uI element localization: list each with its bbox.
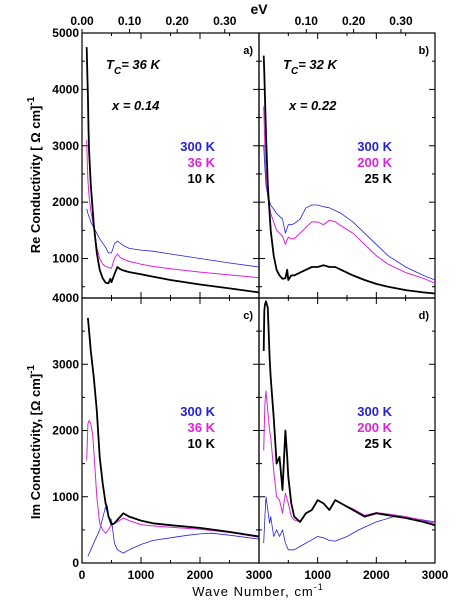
- top-tick-label: 0.10: [295, 14, 319, 28]
- top-axis-ticks: 0.00 0.10 0.20 0.30 0.10 0.20 0.30: [70, 14, 413, 33]
- y-tick-label: 3000: [52, 139, 79, 153]
- top-tick-label: 0.30: [389, 14, 413, 28]
- x-tick-label: 0: [79, 568, 86, 582]
- x-tick-label: 3000: [422, 568, 449, 582]
- top-row-ylabel: Re Conductivity [ Ω cm]-1: [26, 96, 43, 253]
- series-group: [262, 55, 435, 295]
- panel-frame: [81, 32, 260, 299]
- y-tick-label: 2000: [52, 424, 79, 438]
- series-group: [86, 317, 259, 557]
- series-line-300k: [263, 145, 435, 281]
- series-line-25k: [262, 55, 435, 295]
- legend-entry: 300 K: [180, 404, 215, 419]
- y-tick-label: 5000: [52, 26, 79, 40]
- top-tick-label: 0.20: [165, 14, 189, 28]
- series-line-10k: [87, 317, 259, 538]
- legend-entry: 36 K: [188, 420, 216, 435]
- panel-label: c): [243, 310, 253, 322]
- top-tick-label: 0.20: [342, 14, 366, 28]
- series-group: [262, 300, 435, 551]
- panel-a: 1000 2000 3000 4000 5000 a) 300 K36 K10 K TC= 3…: [52, 26, 260, 299]
- panel-c: 0 1000 2000 3000 4000 0 1000 2000 3000 c) 300 K36 …: [52, 291, 272, 582]
- tc-annotation: TC= 36 K: [106, 57, 161, 77]
- panel-label: a): [243, 45, 253, 57]
- panel-label: d): [419, 310, 430, 322]
- doping-annotation: x = 0.14: [111, 98, 160, 113]
- series-line-300k: [263, 496, 435, 551]
- x-tick-label: 2000: [363, 568, 390, 582]
- panel-frame: [258, 32, 436, 299]
- series-line-36k: [86, 420, 259, 538]
- doping-annotation: x = 0.22: [288, 98, 337, 113]
- bottom-row-ylabel: Im Conductivity, [Ω cm]-1: [26, 364, 43, 519]
- y-tick-label: 1000: [52, 252, 79, 266]
- tc-annotation: TC= 32 K: [283, 57, 338, 77]
- legend-entry: 300 K: [357, 404, 392, 419]
- legend-entry: 25 K: [365, 171, 393, 186]
- series-line-10k: [85, 47, 259, 294]
- top-tick-label: 0.00: [70, 14, 94, 28]
- y-tick-label: 1000: [52, 490, 79, 504]
- series-line-200k: [263, 390, 435, 524]
- legend-entry: 300 K: [357, 139, 392, 154]
- legend-entry: 200 K: [357, 420, 392, 435]
- top-tick-label: 0.10: [118, 14, 142, 28]
- series-line-36k: [86, 140, 259, 279]
- panel-label: b): [419, 45, 430, 57]
- top-tick-label: 0.30: [213, 14, 237, 28]
- x-tick-label: 3000: [246, 568, 273, 582]
- series-line-200k: [263, 106, 435, 284]
- top-axis-label: eV: [250, 1, 268, 17]
- x-tick-label: 2000: [187, 568, 214, 582]
- y-tick-label: 0: [72, 556, 79, 570]
- y-tick-label: 3000: [52, 357, 79, 371]
- y-tick-label: 4000: [52, 82, 79, 96]
- series-line-25k: [262, 300, 435, 527]
- series-line-300k: [87, 506, 259, 557]
- x-axis-label: Wave Number, cm-1: [192, 582, 323, 599]
- y-tick-label: 4000: [52, 291, 79, 305]
- legend-entry: 10 K: [188, 436, 216, 451]
- legend-entry: 36 K: [188, 155, 216, 170]
- x-tick-label: 1000: [128, 568, 155, 582]
- panel-frame: [81, 297, 260, 564]
- legend-entry: 200 K: [357, 155, 392, 170]
- series-group: [85, 47, 259, 294]
- x-tick-label: 1000: [304, 568, 331, 582]
- y-tick-label: 2000: [52, 195, 79, 209]
- series-line-300k: [86, 208, 259, 268]
- legend-entry: 300 K: [180, 139, 215, 154]
- legend-entry: 25 K: [365, 436, 393, 451]
- legend-entry: 10 K: [188, 171, 216, 186]
